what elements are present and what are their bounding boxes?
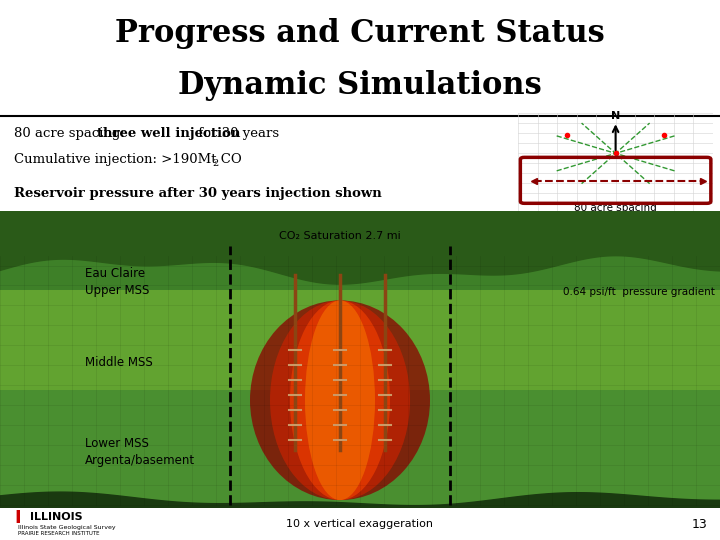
Bar bbox=[270, 226, 331, 235]
Text: Progress and Current Status: Progress and Current Status bbox=[115, 18, 605, 49]
Text: Illinois State Geological Survey: Illinois State Geological Survey bbox=[18, 524, 116, 530]
Bar bbox=[150, 226, 211, 235]
Text: 13: 13 bbox=[692, 517, 708, 530]
Bar bbox=[390, 226, 451, 235]
Bar bbox=[510, 226, 571, 235]
Text: three well injection: three well injection bbox=[97, 127, 240, 140]
Ellipse shape bbox=[250, 300, 430, 500]
Bar bbox=[570, 226, 631, 235]
Text: 80 acre spacing: 80 acre spacing bbox=[575, 203, 657, 213]
Ellipse shape bbox=[270, 300, 410, 500]
Bar bbox=[90, 226, 151, 235]
Text: Reservoir pressure after 30 years injection shown: Reservoir pressure after 30 years inject… bbox=[14, 187, 382, 200]
Text: N: N bbox=[611, 111, 620, 122]
Bar bbox=[330, 226, 391, 235]
Bar bbox=[630, 226, 691, 235]
Text: 2: 2 bbox=[212, 159, 219, 168]
Text: Cumulative injection: >190Mt CO: Cumulative injection: >190Mt CO bbox=[14, 153, 242, 166]
Text: for 30 years: for 30 years bbox=[194, 127, 279, 140]
Text: 10 x vertical exaggeration: 10 x vertical exaggeration bbox=[287, 519, 433, 529]
Bar bbox=[210, 226, 271, 235]
Text: Dynamic Simulations: Dynamic Simulations bbox=[178, 70, 542, 101]
Text: PRAIRIE RESEARCH INSTITUTE: PRAIRIE RESEARCH INSTITUTE bbox=[18, 530, 99, 536]
Text: 80 acre spacing:: 80 acre spacing: bbox=[14, 127, 130, 140]
Text: ILLINOIS: ILLINOIS bbox=[30, 512, 83, 522]
Bar bbox=[0, 240, 720, 291]
Ellipse shape bbox=[290, 300, 390, 500]
Bar bbox=[0, 508, 720, 540]
Bar bbox=[0, 291, 720, 390]
Text: 0.64 psi/ft  pressure gradient: 0.64 psi/ft pressure gradient bbox=[563, 287, 715, 298]
Bar bbox=[0, 240, 720, 510]
Bar bbox=[30, 226, 91, 235]
Text: Lower MSS
Argenta/basement: Lower MSS Argenta/basement bbox=[85, 437, 195, 467]
Ellipse shape bbox=[305, 300, 375, 500]
Text: I: I bbox=[14, 509, 22, 527]
Bar bbox=[450, 226, 511, 235]
Text: Eau Claire
Upper MSS: Eau Claire Upper MSS bbox=[85, 267, 149, 298]
Text: CO₂ Saturation 2.7 mi: CO₂ Saturation 2.7 mi bbox=[279, 231, 401, 240]
Text: Middle MSS: Middle MSS bbox=[85, 356, 153, 369]
